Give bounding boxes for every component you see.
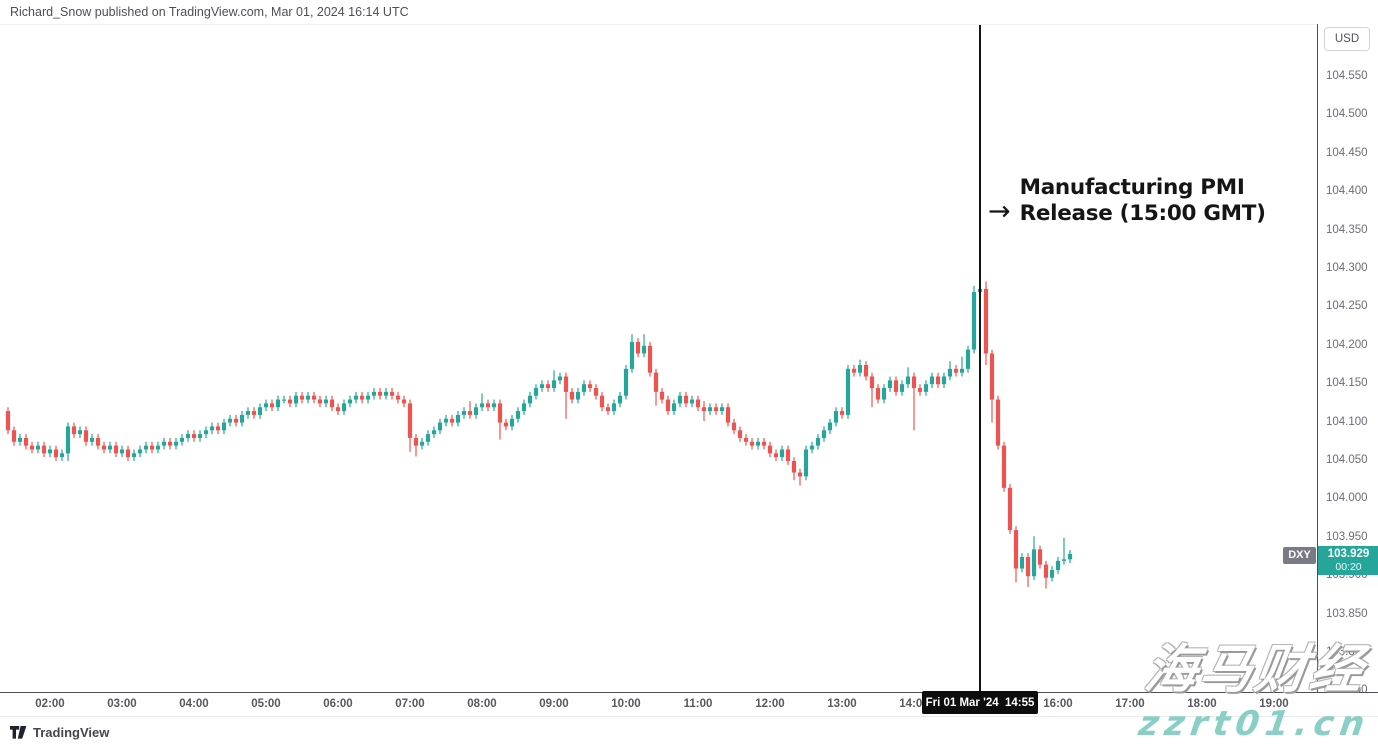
price-tick-label: 104.400 <box>1326 185 1368 198</box>
last-price-badge: 103.929 00:20 <box>1318 545 1378 575</box>
pmi-annotation: → Manufacturing PMI Release (15:00 GMT) <box>988 175 1266 227</box>
time-tick-label: 06:00 <box>323 698 353 710</box>
pmi-annotation-line1: Manufacturing PMI <box>1019 175 1245 200</box>
pmi-annotation-text: Manufacturing PMI Release (15:00 GMT) <box>1020 175 1266 227</box>
price-tick-label: 104.300 <box>1326 262 1368 274</box>
watermark-url: zzrt01.cn <box>1135 704 1373 744</box>
time-tick-label: 07:00 <box>395 698 425 710</box>
time-tick-label: 08:00 <box>467 698 497 710</box>
time-tick-label: 05:00 <box>251 698 281 710</box>
price-tick-label: 104.200 <box>1326 338 1368 351</box>
footer: TradingView <box>0 716 1378 748</box>
time-tick-label: 16:00 <box>1043 698 1073 710</box>
price-tick-label: 104.100 <box>1326 415 1368 428</box>
price-tick-label: 104.500 <box>1326 108 1368 121</box>
time-tick-label: 03:00 <box>107 698 137 710</box>
time-tick-label: 19:00 <box>1259 698 1289 710</box>
price-tick-label: 103.800 <box>1326 646 1368 658</box>
price-tick-label: 104.250 <box>1326 300 1368 313</box>
candlestick-svg <box>5 279 1073 589</box>
time-tick-label: 12:00 <box>755 698 785 710</box>
price-tick-label: 104.450 <box>1326 146 1368 159</box>
currency-button[interactable]: USD <box>1324 27 1370 51</box>
time-axis[interactable]: Fri 01 Mar '24 14:55 02:00 03:00 04:00 05:0… <box>0 691 1378 717</box>
time-tick-label: 09:00 <box>539 698 569 710</box>
byline: Richard_Snow published on TradingView.co… <box>10 5 409 19</box>
event-vertical-line <box>979 25 981 693</box>
price-tick-label: 104.550 <box>1326 70 1368 82</box>
price-axis[interactable]: USD 103.929 00:20 104.550 104.500 104.450 1… <box>1317 24 1378 716</box>
price-tick-label: 103.850 <box>1326 607 1368 620</box>
tradingview-logo-icon[interactable] <box>10 726 27 739</box>
pmi-annotation-line2: Release (15:00 GMT) <box>1019 201 1266 226</box>
price-tick-label: 104.000 <box>1326 492 1368 505</box>
last-price-value: 103.929 <box>1327 548 1370 561</box>
tradingview-logo-text[interactable]: TradingView <box>33 725 110 740</box>
price-tick-label: 104.150 <box>1326 377 1368 390</box>
time-tick-label: 11:00 <box>683 698 713 710</box>
crosshair-time-badge: Fri 01 Mar '24 14:55 <box>922 691 1038 714</box>
price-tick-label: 104.350 <box>1326 223 1368 236</box>
time-tick-label: 10:00 <box>611 698 641 710</box>
time-tick-label: 18:00 <box>1187 698 1217 710</box>
time-tick-label: 13:00 <box>827 698 857 710</box>
time-tick-label: 04:00 <box>179 698 209 710</box>
bar-countdown: 00:20 <box>1335 561 1362 574</box>
time-tick-label: 02:00 <box>35 698 65 710</box>
price-tick-label: 104.050 <box>1326 454 1368 466</box>
price-tick-label: 103.950 <box>1326 530 1368 543</box>
time-tick-label: 17:00 <box>1115 698 1145 710</box>
symbol-badge: DXY <box>1283 546 1316 564</box>
time-tick-label: 14:00 <box>899 698 929 710</box>
watermark-chinese: 海马财经 <box>1140 640 1370 700</box>
right-arrow-icon: → <box>988 196 1011 227</box>
chart-area[interactable]: → Manufacturing PMI Release (15:00 GMT) <box>0 24 1317 693</box>
